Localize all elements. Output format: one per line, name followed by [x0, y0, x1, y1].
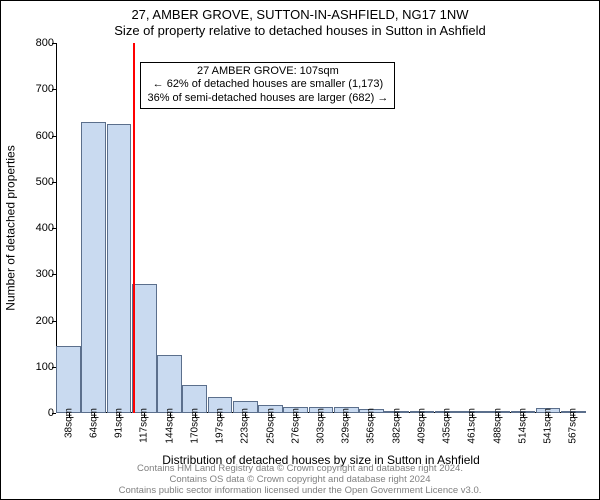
y-tick-mark — [52, 274, 56, 275]
chart-title-line1: 27, AMBER GROVE, SUTTON-IN-ASHFIELD, NG1… — [1, 7, 599, 22]
y-tick-label: 500 — [26, 176, 54, 188]
x-tick-mark — [94, 413, 95, 417]
y-tick-label: 700 — [26, 83, 54, 95]
y-tick-mark — [52, 367, 56, 368]
x-tick-mark — [144, 413, 145, 417]
x-tick-mark — [69, 413, 70, 417]
x-tick-mark — [498, 413, 499, 417]
y-axis-label: Number of detached properties — [3, 43, 19, 413]
x-tick-mark — [447, 413, 448, 417]
marker-line — [133, 43, 135, 413]
footer-line3: Contains public sector information licen… — [1, 486, 599, 497]
x-tick-mark — [397, 413, 398, 417]
y-tick-mark — [52, 413, 56, 414]
x-tick-mark — [119, 413, 120, 417]
histogram-bar — [157, 355, 182, 413]
annotation-line1: 27 AMBER GROVE: 107sqm — [147, 65, 388, 79]
chart-container: 27, AMBER GROVE, SUTTON-IN-ASHFIELD, NG1… — [0, 0, 600, 500]
x-tick-mark — [296, 413, 297, 417]
y-tick-label: 800 — [26, 37, 54, 49]
x-tick-mark — [220, 413, 221, 417]
x-tick-mark — [195, 413, 196, 417]
plot-area: 010020030040050060070080038sqm64sqm91sqm… — [56, 43, 586, 413]
x-tick-mark — [472, 413, 473, 417]
y-tick-mark — [52, 136, 56, 137]
histogram-bar — [107, 124, 132, 413]
chart-subtitle: Size of property relative to detached ho… — [1, 23, 599, 38]
x-tick-mark — [170, 413, 171, 417]
footer-attribution: Contains HM Land Registry data © Crown c… — [1, 464, 599, 497]
histogram-bar — [56, 346, 81, 413]
y-tick-mark — [52, 182, 56, 183]
x-tick-mark — [573, 413, 574, 417]
y-tick-mark — [52, 43, 56, 44]
x-tick-mark — [371, 413, 372, 417]
annotation-line3: 36% of semi-detached houses are larger (… — [147, 92, 388, 106]
y-tick-mark — [52, 321, 56, 322]
y-tick-label: 200 — [26, 315, 54, 327]
histogram-bar — [81, 122, 106, 413]
x-tick-mark — [321, 413, 322, 417]
y-tick-mark — [52, 89, 56, 90]
y-tick-label: 0 — [26, 407, 54, 419]
y-tick-mark — [52, 228, 56, 229]
annotation-line2: ← 62% of detached houses are smaller (1,… — [147, 78, 388, 92]
x-tick-mark — [346, 413, 347, 417]
x-tick-mark — [523, 413, 524, 417]
annotation-box: 27 AMBER GROVE: 107sqm← 62% of detached … — [140, 62, 395, 109]
x-tick-mark — [548, 413, 549, 417]
x-tick-mark — [271, 413, 272, 417]
y-tick-label: 100 — [26, 361, 54, 373]
x-tick-mark — [245, 413, 246, 417]
x-tick-mark — [422, 413, 423, 417]
y-tick-label: 300 — [26, 268, 54, 280]
histogram-bar — [132, 284, 157, 414]
y-tick-label: 400 — [26, 222, 54, 234]
y-tick-label: 600 — [26, 130, 54, 142]
